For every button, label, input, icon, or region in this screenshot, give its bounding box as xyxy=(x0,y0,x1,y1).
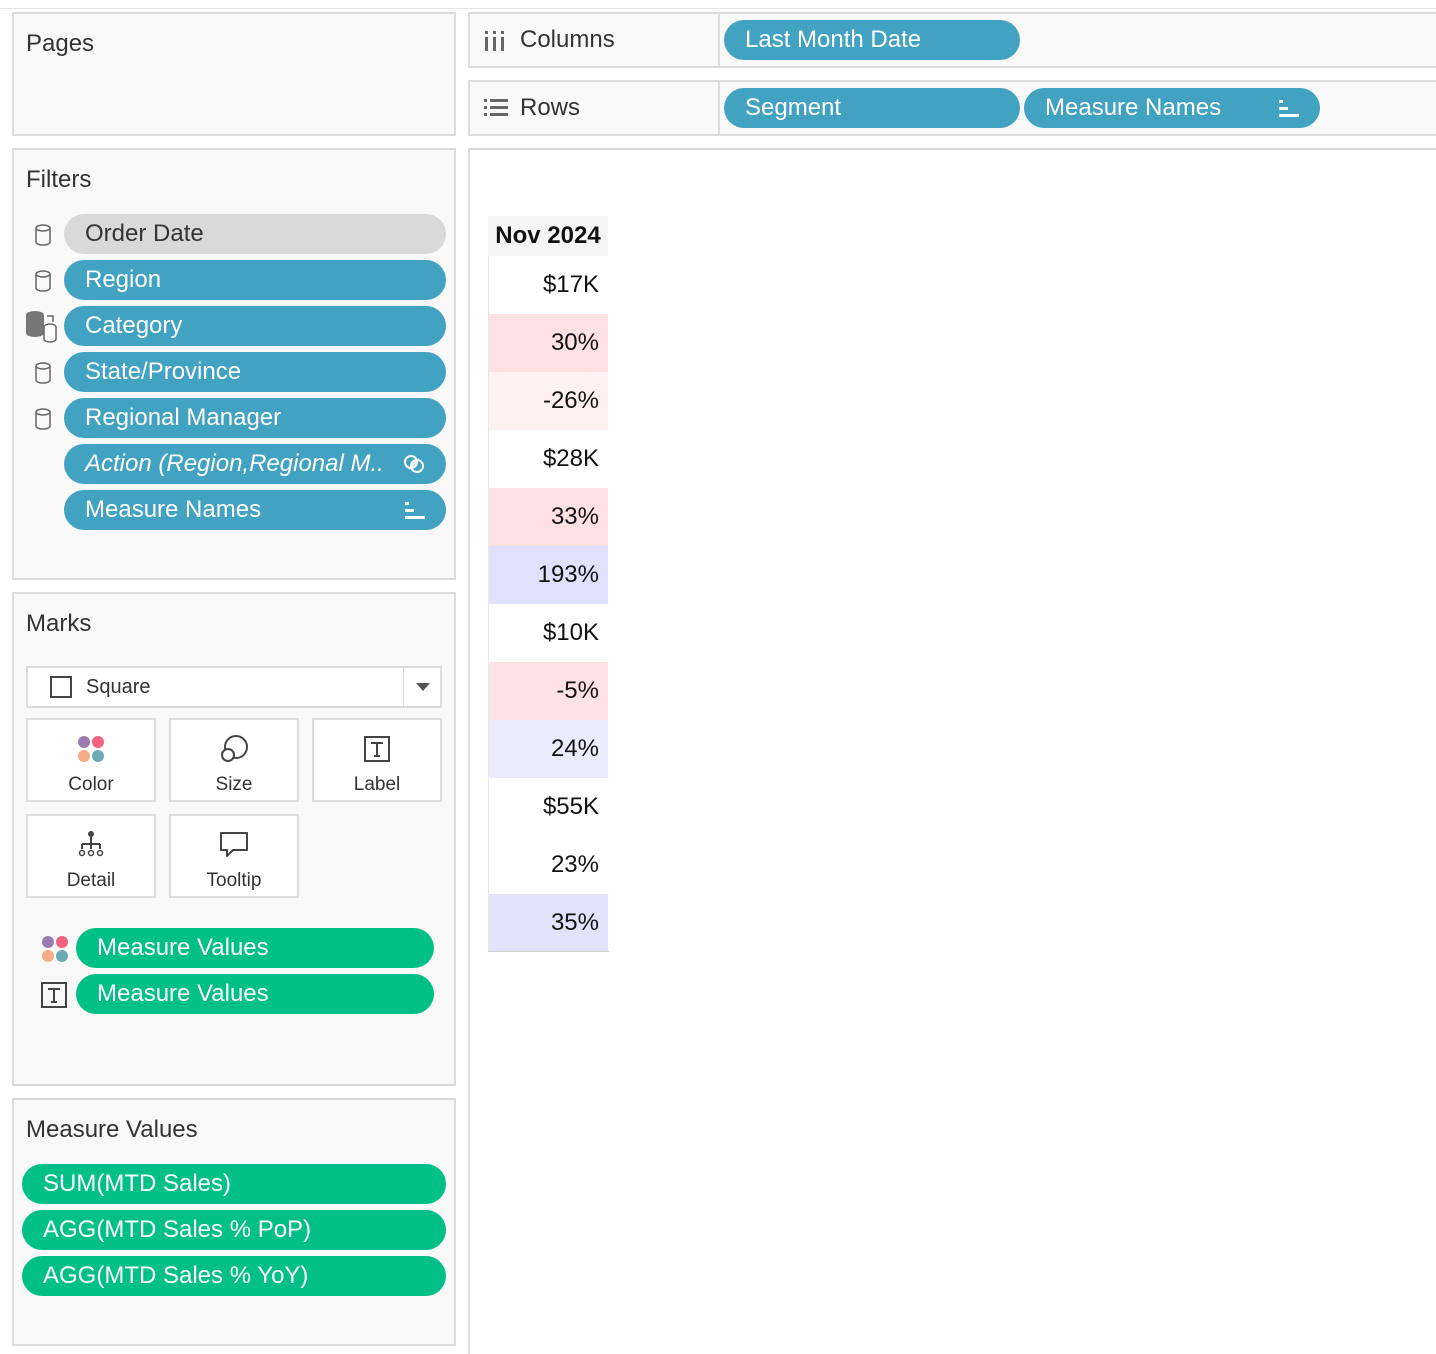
tooltip-button[interactable]: Tooltip xyxy=(169,814,299,898)
table-cell[interactable]: 24% xyxy=(488,720,608,778)
linked-database-icon xyxy=(26,311,57,343)
table-cell[interactable]: $28K xyxy=(488,430,608,488)
color-palette-icon xyxy=(28,732,154,766)
table-cell[interactable]: -5% xyxy=(488,662,608,720)
detail-button[interactable]: Detail xyxy=(26,814,156,898)
chevron-down-icon xyxy=(416,683,430,691)
table-cell[interactable]: 23% xyxy=(488,836,608,894)
table-cell[interactable]: 33% xyxy=(488,488,608,546)
shelf-divider xyxy=(718,82,720,134)
filters-title: Filters xyxy=(26,166,92,193)
table-cell[interactable]: $55K xyxy=(488,778,608,836)
pages-title: Pages xyxy=(26,30,95,57)
filter-region[interactable]: Region xyxy=(64,260,446,300)
color-palette-icon xyxy=(42,936,68,962)
columns-pill-last-month-date[interactable]: Last Month Date xyxy=(724,20,1020,60)
color-button-label: Color xyxy=(68,774,114,795)
database-icon xyxy=(35,408,51,430)
size-icon xyxy=(171,732,297,766)
table-cell[interactable]: 193% xyxy=(488,546,608,604)
measure-mtd-sales[interactable]: SUM(MTD Sales) xyxy=(22,1164,446,1204)
marks-title: Marks xyxy=(26,610,92,637)
filter-category[interactable]: Category xyxy=(64,306,446,346)
column-header-nov-2024: Nov 2024 xyxy=(488,216,608,256)
table-cell[interactable]: $10K xyxy=(488,604,608,662)
viz-left-border xyxy=(488,256,489,952)
filter-action-label: Action (Region,Regional M.. xyxy=(85,450,384,477)
table-cell[interactable]: 30% xyxy=(488,314,608,372)
rows-pill-measure-names[interactable]: Measure Names xyxy=(1024,88,1320,128)
dropdown-divider xyxy=(403,668,404,706)
link-icon xyxy=(402,444,426,484)
columns-shelf[interactable]: Columns Last Month Date xyxy=(468,12,1436,68)
filter-state-province[interactable]: State/Province xyxy=(64,352,446,392)
table-cell[interactable]: $17K xyxy=(488,256,608,314)
database-icon xyxy=(35,362,51,384)
detail-hierarchy-icon xyxy=(28,828,154,862)
top-toolbar-strip xyxy=(0,0,1436,9)
color-button[interactable]: Color xyxy=(26,718,156,802)
label-text-icon xyxy=(314,732,440,766)
shelf-divider xyxy=(718,14,720,66)
filter-regional-manager[interactable]: Regional Manager xyxy=(64,398,446,438)
filter-measure-names-label: Measure Names xyxy=(85,496,262,523)
label-button[interactable]: Label xyxy=(312,718,442,802)
measure-mtd-sales-yoy[interactable]: AGG(MTD Sales % YoY) xyxy=(22,1256,446,1296)
square-mark-icon xyxy=(50,676,72,698)
columns-shelf-label: Columns xyxy=(520,26,615,53)
size-button-label: Size xyxy=(215,774,253,795)
tooltip-speech-icon xyxy=(171,828,297,862)
database-icon xyxy=(35,224,51,246)
sort-icon xyxy=(1278,88,1300,128)
tooltip-button-label: Tooltip xyxy=(206,870,262,891)
label-button-label: Label xyxy=(353,774,401,795)
mark-type-label: Square xyxy=(86,676,151,698)
filter-action[interactable]: Action (Region,Regional M.. xyxy=(64,444,446,484)
marks-label-measure-values[interactable]: Measure Values xyxy=(76,974,434,1014)
sort-icon xyxy=(404,490,426,530)
viz-bottom-border xyxy=(488,951,609,952)
table-cell[interactable]: 35% xyxy=(488,894,608,952)
measure-mtd-sales-pop[interactable]: AGG(MTD Sales % PoP) xyxy=(22,1210,446,1250)
marks-card: Marks Square Color Size Label Detail Too… xyxy=(12,592,456,1086)
rows-shelf-label: Rows xyxy=(520,94,581,121)
filters-card: Filters Order Date Region Category State… xyxy=(12,148,456,580)
table-cell[interactable]: -26% xyxy=(488,372,608,430)
filter-order-date[interactable]: Order Date xyxy=(64,214,446,254)
rows-pill-measure-names-label: Measure Names xyxy=(1045,94,1222,121)
size-button[interactable]: Size xyxy=(169,718,299,802)
filter-measure-names[interactable]: Measure Names xyxy=(64,490,446,530)
measure-values-card: Measure Values SUM(MTD Sales) AGG(MTD Sa… xyxy=(12,1098,456,1346)
detail-button-label: Detail xyxy=(66,870,116,891)
rows-shelf[interactable]: Rows Segment Measure Names xyxy=(468,80,1436,136)
marks-color-measure-values[interactable]: Measure Values xyxy=(76,928,434,968)
columns-icon xyxy=(485,31,504,51)
rows-pill-segment[interactable]: Segment xyxy=(724,88,1020,128)
label-text-icon xyxy=(41,982,67,1008)
pages-card[interactable]: Pages xyxy=(12,12,456,136)
database-icon xyxy=(35,270,51,292)
viz-canvas[interactable] xyxy=(468,148,1436,1354)
rows-list-icon xyxy=(484,99,508,116)
mark-type-dropdown[interactable]: Square xyxy=(26,666,442,708)
measure-values-title: Measure Values xyxy=(26,1116,198,1143)
